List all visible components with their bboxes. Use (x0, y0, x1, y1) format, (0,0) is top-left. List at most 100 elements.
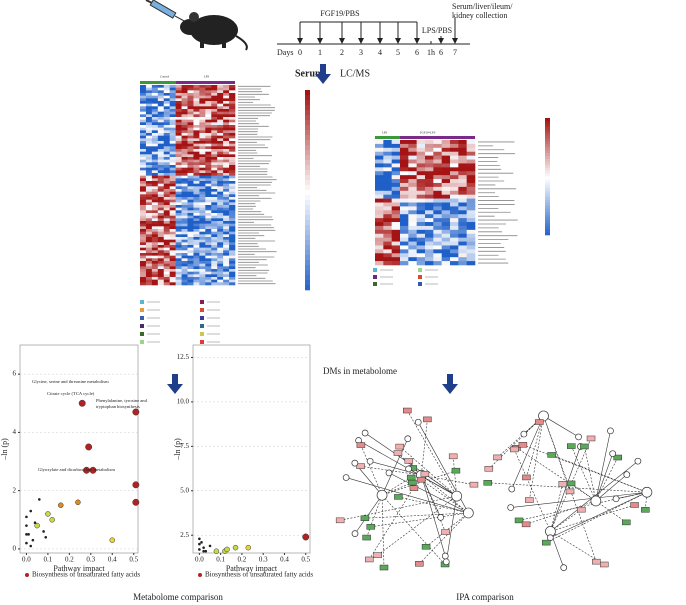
color-bar (305, 120, 310, 126)
heatmap-cell (425, 186, 434, 192)
color-bar (305, 135, 310, 141)
heatmap-cell (205, 194, 212, 198)
heatmap-cell (211, 122, 218, 126)
heatmap-cell (175, 210, 182, 214)
heatmap-cell (140, 122, 147, 126)
heatmap-cell (408, 214, 417, 219)
network-node (560, 564, 568, 571)
heatmap-cell (408, 210, 417, 215)
heatmap-cell (175, 143, 182, 147)
heatmap-cell (151, 231, 159, 235)
heatmap-cell (205, 202, 212, 206)
network-node (362, 534, 371, 541)
heatmap-cell (145, 266, 153, 270)
annotation: tryptophan biosynthesis (96, 404, 140, 409)
heatmap-cell (175, 223, 182, 227)
heatmap-cell (223, 253, 230, 256)
heatmap-cell (187, 242, 194, 246)
arrow (442, 374, 458, 394)
heatmap-cell (193, 277, 200, 280)
network-node (484, 465, 494, 472)
heatmap-cell (441, 237, 451, 242)
network-node (507, 504, 515, 511)
heatmap-cell (151, 261, 159, 264)
heatmap-cell (223, 157, 230, 160)
heatmap-cell (193, 226, 200, 230)
heatmap-cell (450, 222, 459, 227)
x-tick-label: 0.2 (65, 556, 74, 564)
heatmap-cell (169, 253, 176, 256)
heatmap-cell (163, 247, 170, 251)
heatmap-cell (466, 241, 476, 246)
network-node (607, 427, 614, 435)
heatmap-cell (151, 138, 159, 142)
heatmap-cell (169, 207, 176, 211)
heatmap-cell (181, 253, 188, 256)
heatmap-cell (375, 237, 384, 242)
heatmap-cell (441, 253, 451, 258)
network-node (508, 485, 516, 493)
heatmap-cell (223, 207, 230, 211)
heatmap-cell (145, 205, 153, 208)
heatmap-cell (450, 225, 459, 231)
heatmap-cell (169, 98, 176, 102)
heatmap-cell (450, 175, 459, 180)
heatmap-cell (199, 250, 206, 254)
heatmap-cell (181, 258, 188, 262)
color-bar (305, 110, 310, 116)
heatmap-cell (145, 186, 153, 190)
heatmap-cell (229, 141, 236, 144)
heatmap-cell (181, 261, 188, 264)
network-node (376, 489, 388, 501)
heatmap-cell (450, 210, 459, 215)
heatmap-cell (205, 279, 212, 283)
heatmap-cell (229, 258, 236, 262)
heatmap-cell (458, 229, 467, 235)
heatmap-cell (193, 242, 200, 246)
heatmap-cell (441, 214, 451, 219)
color-bar (305, 170, 310, 176)
heatmap-cell (187, 213, 194, 216)
y-tick-label: 10.0 (177, 397, 190, 405)
network-node (493, 454, 502, 461)
heatmap-cell (193, 181, 200, 184)
heatmap-cell (140, 274, 147, 278)
heatmap-cell (199, 229, 206, 232)
heatmap-cell (205, 167, 212, 171)
heatmap-cell (458, 198, 467, 203)
heatmap-cell (217, 269, 224, 272)
heatmap-cell (416, 214, 426, 219)
heatmap-cell (391, 225, 401, 231)
network-node (575, 433, 582, 441)
heatmap-cell (199, 117, 206, 120)
heatmap-cell (223, 181, 230, 184)
heatmap-cell (223, 210, 230, 214)
heatmap-cell (151, 197, 159, 200)
heatmap-cell (375, 163, 384, 168)
heatmap-cell (151, 245, 159, 248)
heatmap-cell (169, 181, 176, 184)
heatmap-cell (199, 277, 206, 280)
heatmap-cell (187, 165, 194, 168)
heatmap-cell (408, 163, 417, 168)
heatmap-cell (187, 154, 194, 158)
network-node (395, 443, 404, 450)
heatmap-cell (175, 109, 182, 112)
network-edge (346, 477, 469, 514)
heatmap-cell (425, 179, 434, 184)
scatter-point (198, 537, 201, 541)
heatmap-cell (217, 103, 224, 107)
heatmap-cell (140, 279, 147, 283)
heatmap-cell (181, 271, 188, 275)
heatmap-cell (151, 85, 159, 88)
heatmap-cell (140, 263, 147, 267)
heatmap-cell (151, 271, 159, 275)
heatmap-cell (175, 253, 182, 256)
heatmap-cell (157, 237, 165, 240)
heatmap-cell (175, 159, 182, 163)
heatmap-cell (151, 237, 159, 240)
heatmap-cell (145, 239, 153, 243)
heatmap-cell (175, 202, 182, 206)
heatmap-cell (391, 159, 401, 164)
heatmap-cell (375, 229, 384, 235)
